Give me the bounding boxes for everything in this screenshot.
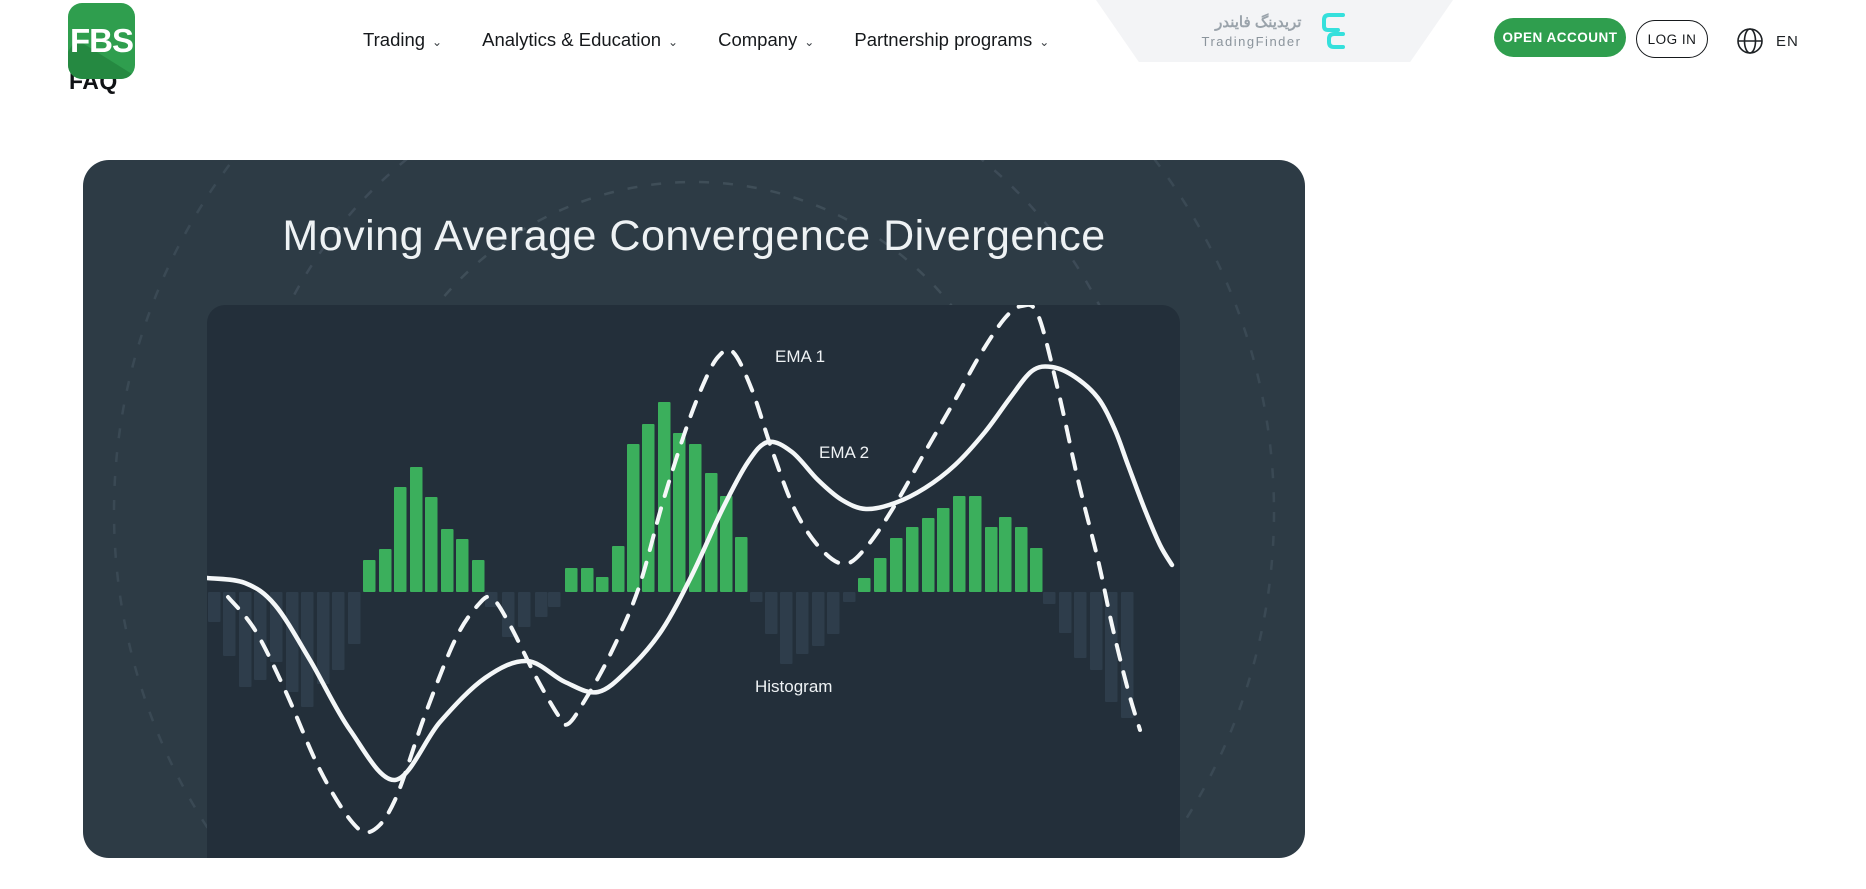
nav-label: Trading [363,29,426,50]
logo-text: FBS [70,22,134,59]
tradingfinder-watermark-badge[interactable]: تریدینگ فایندر TradingFinder [1096,0,1453,62]
nav-item-analytics-education[interactable]: Analytics & Education ⌄ [482,29,678,51]
globe-icon [1737,28,1763,54]
nav-label: Company [718,29,798,50]
svg-text:Histogram: Histogram [755,677,832,696]
tradingfinder-latin-label: TradingFinder [1201,34,1302,49]
svg-text:EMA 2: EMA 2 [819,443,869,462]
svg-text:EMA 1: EMA 1 [775,347,825,366]
nav-item-company[interactable]: Company ⌄ [718,29,814,51]
fbs-logo[interactable]: FBS [68,3,135,79]
macd-hero-card: Moving Average Convergence Divergence EM… [83,160,1305,858]
nav-label: Analytics & Education [482,29,662,50]
tradingfinder-arabic-label: تریدینگ فایندر [1215,14,1302,31]
chevron-down-icon: ⌄ [432,35,443,49]
language-selector[interactable]: EN [1736,27,1799,55]
nav-label: Partnership programs [854,29,1033,50]
open-account-button[interactable]: OPEN ACCOUNT [1494,18,1626,57]
login-button[interactable]: LOG IN [1636,20,1708,58]
macd-chart: EMA 1 EMA 2 Histogram [207,305,1175,835]
page-header: FAQ FBS Trading ⌄ Analytics & Education … [0,0,1866,160]
chevron-down-icon: ⌄ [668,35,679,49]
nav-item-trading[interactable]: Trading ⌄ [363,29,442,51]
language-code: EN [1776,32,1799,50]
chart-panel: EMA 1 EMA 2 Histogram [207,305,1180,858]
chevron-down-icon: ⌄ [804,35,815,49]
card-title: Moving Average Convergence Divergence [282,212,1106,260]
tradingfinder-logo-icon [1322,13,1346,49]
chevron-down-icon: ⌄ [1039,35,1050,49]
tradingfinder-text: تریدینگ فایندر TradingFinder [1202,13,1302,49]
main-nav: Trading ⌄ Analytics & Education ⌄ Compan… [363,0,1049,80]
nav-item-partnership-programs[interactable]: Partnership programs ⌄ [854,29,1049,51]
